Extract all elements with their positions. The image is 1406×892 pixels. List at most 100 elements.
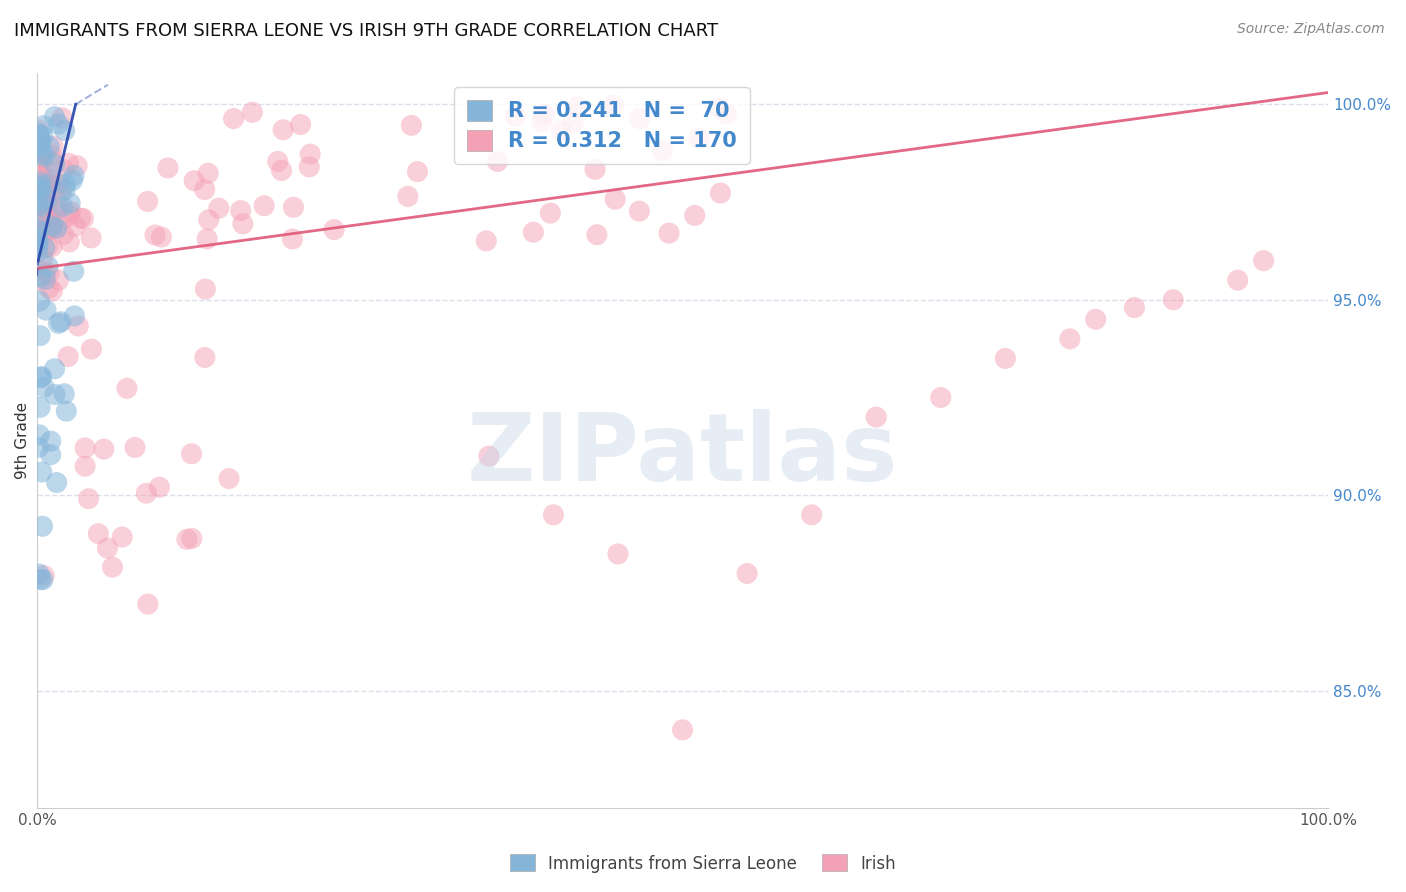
Point (27, 237, 49, 252)
Point (48, 177, 70, 191)
Legend: Immigrants from Sierra Leone, Irish: Immigrants from Sierra Leone, Irish (503, 847, 903, 880)
Point (716, 107, 738, 121)
Point (27, 126, 49, 140)
Point (30, 188, 52, 202)
Point (45, 475, 67, 490)
Point (136, 194, 159, 209)
Point (267, 154, 290, 169)
Point (80, 231, 103, 245)
Point (683, 209, 706, 223)
Point (44, 387, 66, 401)
Point (208, 201, 231, 215)
Point (27, 244, 49, 259)
Point (62, 264, 84, 278)
Point (41, 221, 63, 235)
Point (156, 161, 179, 175)
Point (31, 173, 53, 187)
Point (401, 119, 423, 133)
Legend: R = 0.241   N =  70, R = 0.312   N = 170: R = 0.241 N = 70, R = 0.312 N = 170 (454, 87, 749, 164)
Point (538, 206, 561, 220)
Point (522, 225, 544, 239)
Point (27, 166, 49, 180)
Point (30, 171, 52, 186)
Point (586, 227, 609, 242)
Point (27, 159, 49, 173)
Point (35, 175, 58, 189)
Point (505, 109, 527, 123)
Point (183, 174, 205, 188)
Point (38, 139, 60, 153)
Point (69, 211, 91, 226)
Point (1084, 312, 1107, 326)
Point (39, 434, 62, 449)
Point (59, 196, 82, 211)
Point (63, 169, 86, 183)
Point (197, 212, 219, 227)
Point (605, 192, 627, 206)
Point (72, 211, 94, 226)
Text: Source: ZipAtlas.com: Source: ZipAtlas.com (1237, 22, 1385, 37)
Point (53, 183, 76, 197)
Point (27, 225, 49, 239)
Point (55, 404, 77, 418)
Point (475, 234, 498, 248)
Point (32, 221, 55, 235)
Point (31, 147, 53, 161)
Point (34, 227, 56, 241)
Point (38, 221, 60, 235)
Point (30, 169, 52, 183)
Point (197, 166, 219, 180)
Point (67, 318, 90, 333)
Point (232, 217, 254, 231)
Point (30, 220, 52, 235)
Point (34, 176, 56, 190)
Point (48, 316, 70, 330)
Point (42, 155, 65, 169)
Point (28, 129, 51, 144)
Point (51, 111, 73, 125)
Point (30, 178, 52, 193)
Point (253, 199, 276, 213)
Point (28, 328, 51, 343)
Point (562, 115, 585, 129)
Point (30, 204, 52, 219)
Point (48, 273, 70, 287)
Point (30, 186, 52, 200)
Point (124, 441, 146, 455)
Point (150, 230, 173, 244)
Point (63, 309, 86, 323)
Point (583, 162, 606, 177)
Point (52, 162, 75, 177)
Point (30, 369, 52, 384)
Point (38, 207, 60, 221)
Point (56, 350, 79, 364)
Point (28, 273, 51, 287)
Point (44, 157, 66, 171)
Point (73, 441, 96, 455)
Point (533, 107, 555, 121)
Point (30, 370, 52, 384)
Point (27, 236, 49, 251)
Point (30, 573, 52, 587)
Point (39, 448, 62, 462)
Point (58, 235, 80, 249)
Point (31, 203, 53, 218)
Point (101, 560, 124, 574)
Point (45, 194, 67, 208)
Point (32, 119, 55, 133)
Point (32, 568, 55, 582)
Point (35, 192, 58, 206)
Point (27, 132, 49, 146)
Point (28, 178, 51, 193)
Point (143, 228, 166, 243)
Point (41, 219, 63, 233)
Point (30, 184, 52, 198)
Point (27, 440, 49, 454)
Point (136, 597, 159, 611)
Point (194, 282, 217, 296)
Point (34, 267, 56, 281)
Point (49, 185, 72, 199)
Point (607, 547, 630, 561)
Point (1161, 293, 1184, 307)
Point (31, 252, 53, 266)
